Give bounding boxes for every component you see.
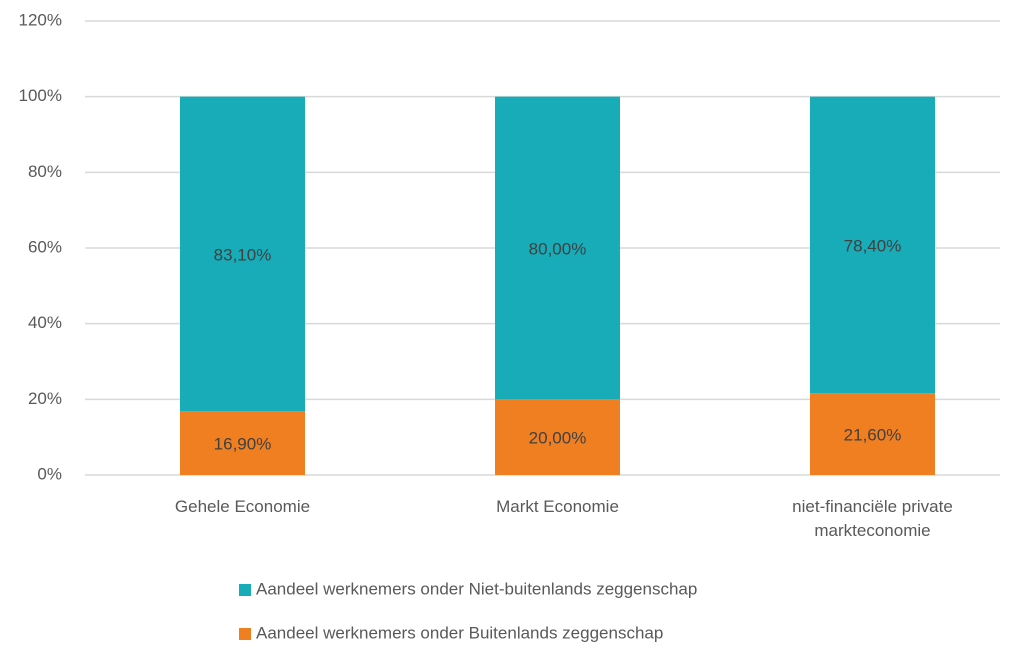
bar-segment — [495, 399, 620, 475]
data-label: 16,90% — [214, 435, 272, 454]
bar-segment — [180, 411, 305, 475]
y-tick-label: 120% — [19, 10, 62, 29]
x-tick-label: Markt Economie — [496, 497, 619, 516]
y-tick-label: 100% — [19, 86, 62, 105]
y-tick-label: 0% — [37, 464, 62, 483]
y-tick-label: 40% — [28, 313, 62, 332]
data-label: 20,00% — [529, 429, 587, 448]
legend-swatch — [239, 584, 251, 596]
bar-segment — [810, 96, 935, 394]
x-tick-label: Gehele Economie — [174, 497, 311, 516]
bar-segment — [180, 96, 305, 412]
legend-label: Aandeel werknemers onder Niet-buitenland… — [256, 579, 697, 598]
y-tick-label: 80% — [28, 162, 62, 181]
y-tick-label: 60% — [28, 237, 62, 256]
data-label: 21,60% — [844, 426, 902, 445]
data-label: 78,40% — [844, 236, 902, 255]
x-tick-label: niet-financiële private markteconomie — [792, 497, 953, 540]
y-tick-label: 20% — [28, 389, 62, 408]
legend-label: Aandeel werknemers onder Buitenlands zeg… — [256, 623, 663, 642]
bar-segment — [495, 96, 620, 400]
legend-swatch — [239, 628, 251, 640]
data-label: 83,10% — [214, 245, 272, 264]
data-label: 80,00% — [529, 239, 587, 258]
bar-segment — [810, 393, 935, 475]
